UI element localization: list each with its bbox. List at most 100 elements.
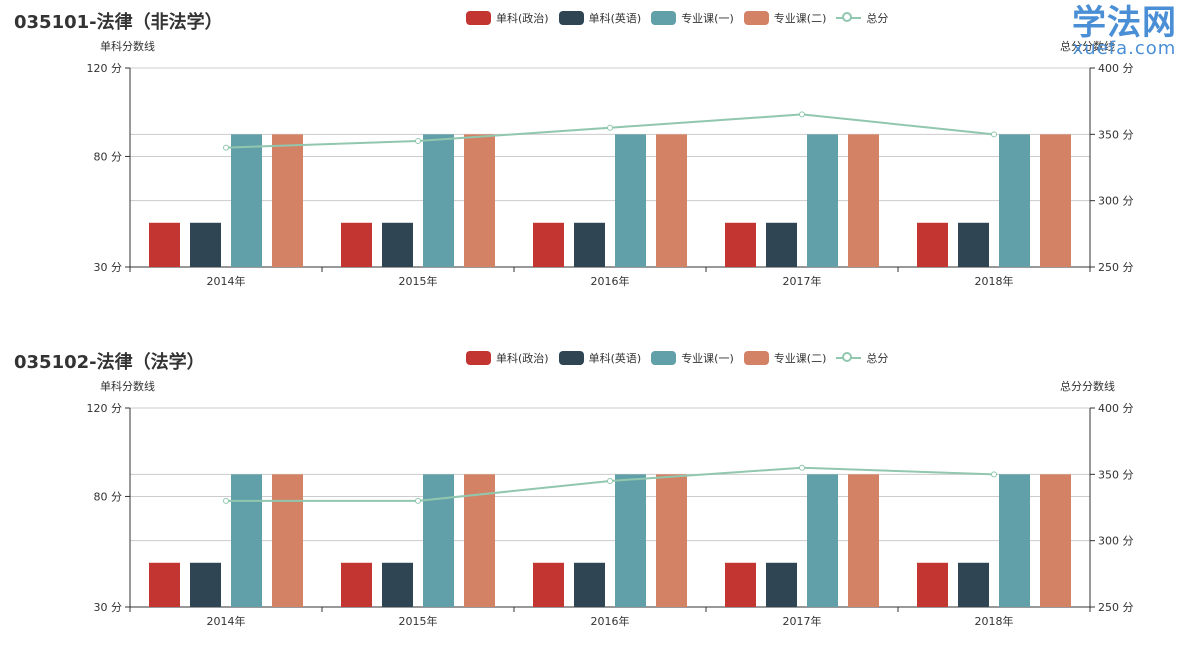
y-tick-label-right: 400 分 [1098, 62, 1134, 75]
legend-label: 总分 [866, 352, 889, 365]
bar-3[interactable] [848, 134, 879, 267]
x-tick-label: 2017年 [783, 274, 822, 288]
chart-legend: 单科(政治) 单科(英语) 专业课(一) 专业课(二) 总分 [466, 350, 898, 366]
total-point[interactable] [223, 144, 229, 151]
y-tick-label-right: 350 分 [1098, 468, 1134, 481]
y-tick-label-right: 400 分 [1098, 402, 1134, 415]
x-tick-label: 2015年 [399, 274, 438, 288]
legend-item-english[interactable]: 单科(英语) [558, 350, 642, 366]
chart-title: 035101-法律（非法学） [14, 12, 223, 33]
total-point[interactable] [607, 124, 613, 131]
legend-swatch [558, 11, 584, 25]
legend-line-icon [836, 351, 862, 365]
chart-legend: 单科(政治) 单科(英语) 专业课(一) 专业课(二) 总分 [466, 10, 898, 26]
x-tick-label: 2016年 [591, 274, 630, 288]
legend-swatch [743, 351, 769, 365]
bar-3[interactable] [1040, 474, 1071, 607]
bar-3[interactable] [272, 474, 303, 607]
bar-2[interactable] [807, 474, 838, 607]
bar-2[interactable] [423, 134, 454, 267]
bar-1[interactable] [190, 562, 221, 607]
bar-0[interactable] [917, 222, 948, 267]
legend-label: 总分 [866, 12, 889, 25]
legend-label: 单科(政治) [496, 352, 549, 365]
legend-item-politics[interactable]: 单科(政治) [466, 350, 549, 366]
bar-0[interactable] [149, 222, 180, 267]
bar-2[interactable] [807, 134, 838, 267]
x-tick-label: 2014年 [207, 274, 246, 288]
total-point[interactable] [991, 131, 997, 138]
bar-2[interactable] [615, 134, 646, 267]
total-point[interactable] [799, 111, 805, 118]
bar-0[interactable] [917, 562, 948, 607]
x-tick-label: 2018年 [975, 274, 1014, 288]
total-point[interactable] [415, 137, 421, 144]
bar-0[interactable] [533, 222, 564, 267]
legend-label: 单科(英语) [588, 12, 642, 25]
x-tick-label: 2016年 [591, 614, 630, 628]
bar-1[interactable] [574, 562, 605, 607]
legend-swatch [743, 11, 769, 25]
x-tick-label: 2018年 [975, 614, 1014, 628]
chart-title: 035102-法律（法学） [14, 352, 205, 373]
legend-item-major-2[interactable]: 专业课(二) [743, 10, 827, 26]
legend-item-major-1[interactable]: 专业课(一) [651, 350, 734, 366]
bar-1[interactable] [766, 562, 797, 607]
bar-3[interactable] [464, 134, 495, 267]
bar-3[interactable] [656, 134, 687, 267]
legend-label: 专业课(二) [773, 12, 827, 25]
total-point[interactable] [607, 477, 613, 484]
legend-label: 单科(政治) [496, 12, 549, 25]
bar-1[interactable] [766, 222, 797, 267]
total-point[interactable] [415, 497, 421, 504]
legend-label: 单科(英语) [588, 352, 642, 365]
bar-1[interactable] [958, 562, 989, 607]
bar-2[interactable] [999, 474, 1030, 607]
legend-swatch [466, 351, 491, 365]
legend-item-total[interactable]: 总分 [836, 10, 888, 26]
bar-3[interactable] [848, 474, 879, 607]
bar-0[interactable] [725, 222, 756, 267]
legend-item-major-2[interactable]: 专业课(二) [743, 350, 826, 366]
y-tick-label-right: 300 分 [1098, 195, 1134, 208]
y-axis-left-name: 单科分数线 [100, 380, 155, 393]
legend-line-icon [836, 11, 862, 25]
legend-item-total[interactable]: 总分 [836, 350, 888, 366]
bar-2[interactable] [615, 474, 646, 607]
legend-item-politics[interactable]: 单科(政治) [466, 10, 549, 26]
bar-1[interactable] [574, 222, 605, 267]
legend-swatch [651, 11, 677, 25]
bar-3[interactable] [272, 134, 303, 267]
y-tick-label-right: 350 分 [1098, 128, 1134, 141]
y-axis-left-name: 单科分数线 [100, 40, 155, 53]
x-tick-label: 2014年 [207, 614, 246, 628]
total-point[interactable] [799, 464, 805, 471]
legend-swatch [558, 351, 584, 365]
bar-2[interactable] [231, 134, 262, 267]
total-point[interactable] [991, 471, 997, 478]
bar-3[interactable] [1040, 134, 1071, 267]
bar-0[interactable] [341, 562, 372, 607]
bar-2[interactable] [423, 474, 454, 607]
bar-2[interactable] [999, 134, 1030, 267]
legend-label: 专业课(一) [681, 12, 734, 25]
bar-1[interactable] [958, 222, 989, 267]
bar-0[interactable] [533, 562, 564, 607]
chart-plot-area: 120 分 80 分 30 分 400 分 350 分 300 分 250 分 2014年 20… [87, 62, 1134, 288]
bar-3[interactable] [656, 474, 687, 607]
bar-1[interactable] [382, 562, 413, 607]
x-tick-label: 2015年 [399, 614, 438, 628]
bar-2[interactable] [231, 474, 262, 607]
bar-1[interactable] [190, 222, 221, 267]
bar-0[interactable] [725, 562, 756, 607]
logo-brand: 学法网 [1072, 3, 1177, 43]
y-tick-label-left: 120 分 [87, 62, 123, 75]
site-logo-watermark: 学法网 xuefa.com [1072, 6, 1177, 58]
bar-0[interactable] [149, 562, 180, 607]
legend-item-major-1[interactable]: 专业课(一) [651, 10, 734, 26]
bar-0[interactable] [341, 222, 372, 267]
total-point[interactable] [223, 497, 229, 504]
bar-1[interactable] [382, 222, 413, 267]
y-axis-right-name: 总分分数线 [1060, 380, 1115, 393]
legend-item-english[interactable]: 单科(英语) [558, 10, 642, 26]
